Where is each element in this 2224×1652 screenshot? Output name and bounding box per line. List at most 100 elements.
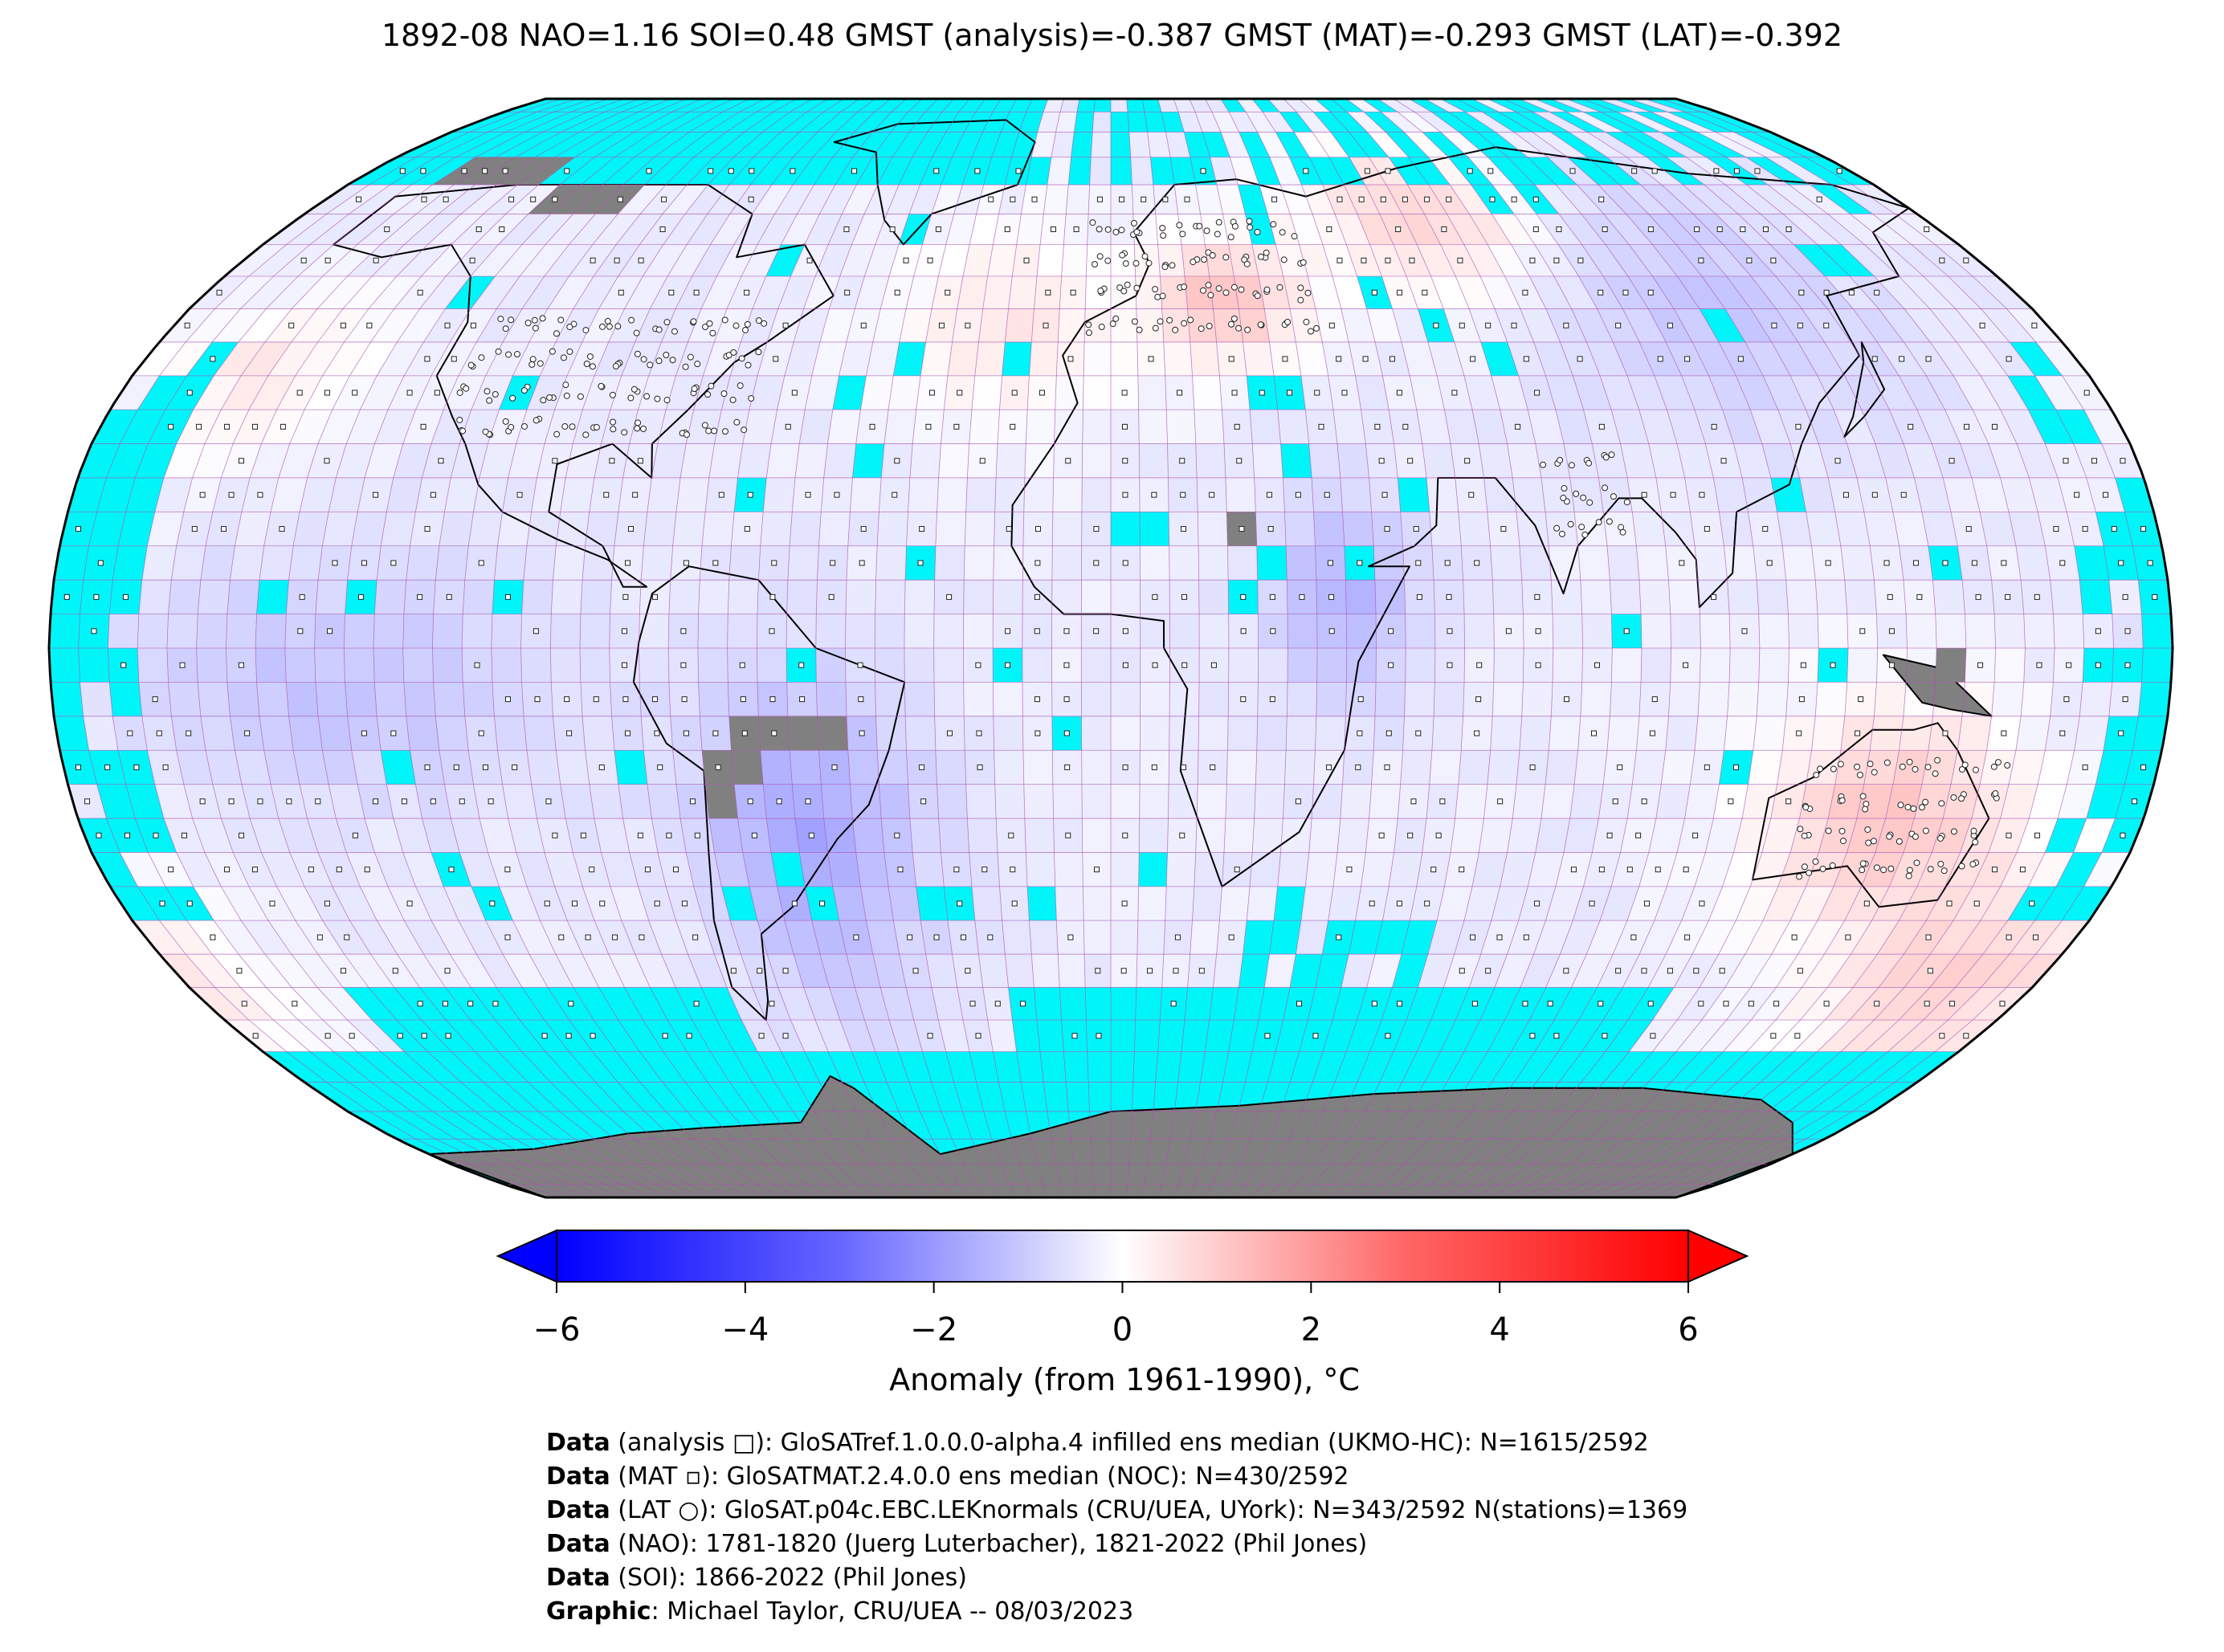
anomaly-cell — [1980, 750, 2016, 785]
marine-cell-marker — [769, 628, 775, 634]
marine-cell-marker — [1181, 526, 1187, 532]
anomaly-cell — [1930, 341, 1981, 376]
anomaly-cell — [508, 443, 545, 478]
anomaly-cell — [1677, 443, 1714, 478]
anomaly-cell — [1581, 244, 1628, 276]
marine-cell-marker — [168, 867, 174, 873]
marine-cell-marker — [933, 168, 940, 174]
anomaly-cell — [1060, 99, 1079, 112]
anomaly-cell — [332, 886, 377, 921]
anomaly-cell — [1163, 341, 1193, 376]
land-station-marker — [1136, 326, 1143, 333]
anomaly-cell — [827, 852, 861, 887]
anomaly-cell — [1375, 682, 1406, 716]
land-station-marker — [1230, 315, 1238, 322]
land-station-marker — [1994, 759, 2002, 766]
anomaly-cell — [315, 682, 348, 716]
marine-cell-marker — [680, 628, 687, 634]
anomaly-cell — [1402, 214, 1441, 245]
anomaly-cell — [1487, 750, 1520, 785]
anomaly-cell — [468, 512, 503, 546]
marine-cell-marker — [292, 1001, 298, 1007]
anomaly-cell — [819, 185, 857, 214]
anomaly-cell — [1043, 99, 1064, 112]
marine-cell-marker — [2140, 526, 2147, 532]
anomaly-cell — [816, 682, 847, 716]
anomaly-cell — [1428, 157, 1471, 185]
anomaly-cell — [344, 648, 375, 683]
marine-cell-marker — [2036, 662, 2042, 668]
marine-cell-marker — [819, 900, 826, 907]
anomaly-cell — [1224, 818, 1255, 853]
anomaly-cell — [529, 954, 573, 988]
anomaly-cell — [1346, 99, 1381, 112]
anomaly-cell — [1642, 132, 1707, 157]
marine-cell-marker — [652, 593, 659, 600]
marine-cell-marker — [327, 628, 333, 634]
anomaly-cell — [1340, 784, 1372, 818]
anomaly-cell — [1550, 99, 1601, 112]
land-station-marker — [1938, 800, 1945, 807]
anomaly-cell — [1300, 886, 1333, 921]
marine-cell-marker — [474, 662, 480, 668]
land-station-marker — [1159, 224, 1166, 231]
marine-cell-marker — [1683, 867, 1689, 873]
anomaly-cell — [1971, 478, 2010, 512]
anomaly-cell — [904, 580, 935, 614]
anomaly-cell — [349, 341, 398, 376]
anomaly-cell — [1252, 244, 1283, 276]
marine-cell-marker — [1657, 356, 1663, 362]
anomaly-cell — [141, 545, 177, 581]
north-america-landmass — [333, 184, 835, 588]
marine-cell-marker — [344, 934, 350, 940]
anomaly-cell — [1553, 614, 1583, 648]
anomaly-cell — [661, 954, 702, 988]
missing-land-cell — [817, 716, 848, 751]
land-station-marker — [1806, 869, 1813, 876]
marine-cell-marker — [2034, 832, 2040, 838]
marine-cell-marker — [1362, 356, 1369, 362]
anomaly-cell — [516, 852, 555, 887]
anomaly-cell — [1061, 244, 1088, 276]
marine-cell-marker — [424, 764, 431, 770]
marine-cell-marker — [1210, 662, 1217, 668]
anomaly-cell — [1083, 920, 1111, 955]
anomaly-cell — [1529, 276, 1572, 309]
land-station-marker — [1854, 763, 1861, 770]
marine-cell-marker — [1435, 832, 1442, 838]
anomaly-cell — [444, 478, 479, 512]
anomaly-cell — [1817, 886, 1862, 921]
land-station-marker — [1187, 316, 1194, 324]
marine-cell-marker — [834, 492, 840, 498]
marine-cell-marker — [299, 593, 305, 600]
marine-cell-marker — [851, 168, 858, 174]
anomaly-cell — [1410, 375, 1445, 410]
anomaly-cell — [1528, 852, 1565, 887]
anomaly-cell — [526, 750, 561, 785]
marine-cell-marker — [1151, 764, 1157, 770]
anomaly-cell — [920, 341, 953, 376]
land-station-marker — [701, 422, 708, 429]
anomaly-cell — [1559, 214, 1606, 245]
marine-cell-marker — [683, 560, 689, 566]
anomaly-cell — [1965, 614, 1996, 648]
marine-cell-marker — [224, 423, 231, 430]
anomaly-cell — [573, 276, 618, 309]
marine-cell-marker — [1240, 593, 1247, 600]
marine-cell-marker — [552, 458, 558, 464]
anomaly-cell — [1729, 648, 1760, 683]
anomaly-cell — [1988, 443, 2030, 478]
anomaly-cell — [616, 214, 663, 245]
anomaly-cell — [1055, 375, 1084, 410]
anomaly-cell — [491, 648, 522, 683]
land-station-marker — [569, 423, 576, 430]
land-station-marker — [1864, 826, 1871, 833]
anomaly-cell — [1640, 185, 1694, 214]
marine-cell-marker — [1485, 968, 1492, 974]
land-station-marker — [1169, 262, 1176, 269]
marine-cell-marker — [1031, 196, 1038, 202]
anomaly-cell — [1037, 244, 1064, 276]
marine-cell-marker — [357, 593, 364, 600]
anomaly-cell — [1847, 648, 1878, 683]
missing-land-cell — [731, 750, 764, 785]
